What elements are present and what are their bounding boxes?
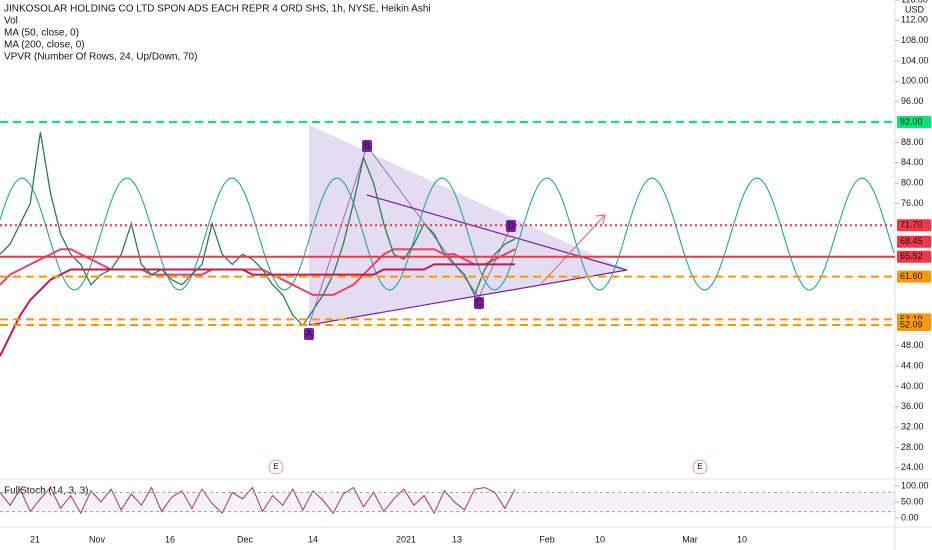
pattern-label-box <box>362 140 372 152</box>
x-tick-label: 14 <box>308 534 318 544</box>
x-tick-label: 16 <box>165 534 175 544</box>
y-tick-label: 28.00 <box>901 442 924 452</box>
y-tick-label: 24.00 <box>901 462 924 472</box>
y-tick-label: 76.00 <box>901 198 924 208</box>
ma-line <box>0 263 515 357</box>
y-tick-label: 0.00 <box>901 512 919 522</box>
stoch-line <box>0 486 516 515</box>
pattern-label: C <box>476 297 483 307</box>
y-tick-label: 80.00 <box>901 177 924 187</box>
abcd-path <box>308 145 512 326</box>
x-tick-label: Nov <box>89 534 106 544</box>
price-line <box>0 132 516 327</box>
chart-title: JINKOSOLAR HOLDING CO LTD SPON ADS EACH … <box>4 4 431 15</box>
y-tick-label: 108.00 <box>901 35 929 45</box>
price-tag-label: 68.45 <box>900 236 923 246</box>
x-tick-label: 21 <box>30 534 40 544</box>
price-tag <box>897 116 931 129</box>
price-tag-label: 65.52 <box>900 251 923 261</box>
price-tag <box>897 318 931 331</box>
price-tag <box>897 235 931 248</box>
price-tag-label: 53.19 <box>900 314 923 324</box>
pattern-label-box <box>506 220 516 232</box>
pattern-label-box <box>304 328 314 340</box>
legend-vpvr: VPVR (Number Of Rows, 24, Up/Down, 70) <box>4 52 197 63</box>
pattern-label-box <box>474 297 484 309</box>
event-marker <box>268 459 284 475</box>
y-tick-label: 84.00 <box>901 157 924 167</box>
projection-arrow <box>539 214 606 286</box>
legend-vol: Vol <box>4 16 18 27</box>
y-tick-label: 112.00 <box>901 15 928 25</box>
y-tick-label: 100.00 <box>901 480 929 490</box>
y-tick-label: 116.00 <box>901 0 928 4</box>
x-tick-label: 2021 <box>396 534 416 544</box>
y-tick-label: 48.00 <box>901 340 924 350</box>
x-tick-label: 13 <box>452 534 462 544</box>
price-tag-label: 61.60 <box>900 271 923 281</box>
sine-cycles <box>0 177 895 291</box>
y-tick-label: 44.00 <box>901 361 924 371</box>
price-tag <box>897 219 931 232</box>
marks <box>0 132 516 515</box>
y-tick-label: 50.00 <box>901 496 924 506</box>
legend-ma50: MA (50, close, 0) <box>4 28 79 39</box>
trendline-lower <box>308 269 628 326</box>
event-label: E <box>697 462 702 471</box>
y-tick-label: 88.00 <box>901 137 924 147</box>
y-tick-label: 36.00 <box>901 401 924 411</box>
y-tick-label: 32.00 <box>901 422 924 432</box>
price-tag-label: 52.09 <box>900 319 923 329</box>
price-tag-label: 92.00 <box>900 116 923 126</box>
y-tick-label: 96.00 <box>901 96 924 106</box>
event-marker <box>692 459 708 475</box>
price-tag <box>897 270 931 283</box>
y-tick-label: 104.00 <box>901 55 929 65</box>
stoch-band <box>0 492 895 512</box>
x-tick-label: Mar <box>682 534 698 544</box>
pattern-label: B <box>364 140 370 150</box>
x-tick-label: Dec <box>237 534 254 544</box>
y-tick-label: 100.00 <box>901 76 929 86</box>
pattern-label: D <box>508 220 515 230</box>
projection-arrowhead <box>595 214 606 225</box>
price-tag <box>897 250 931 263</box>
x-tick-label: 10 <box>595 534 605 544</box>
sine-wave <box>0 177 895 291</box>
currency-label: USD <box>905 4 925 14</box>
legend-ma200: MA (200, close, 0) <box>4 40 85 51</box>
y-tick-label: 40.00 <box>901 381 924 391</box>
stoch-title: FullStoch (14, 3, 3) <box>4 486 88 497</box>
price-tag-label: 71.70 <box>900 220 923 230</box>
x-tick-label: Feb <box>539 534 555 544</box>
pattern-label: A <box>306 328 312 338</box>
event-label: E <box>273 462 278 471</box>
x-tick-label: 10 <box>737 534 747 544</box>
